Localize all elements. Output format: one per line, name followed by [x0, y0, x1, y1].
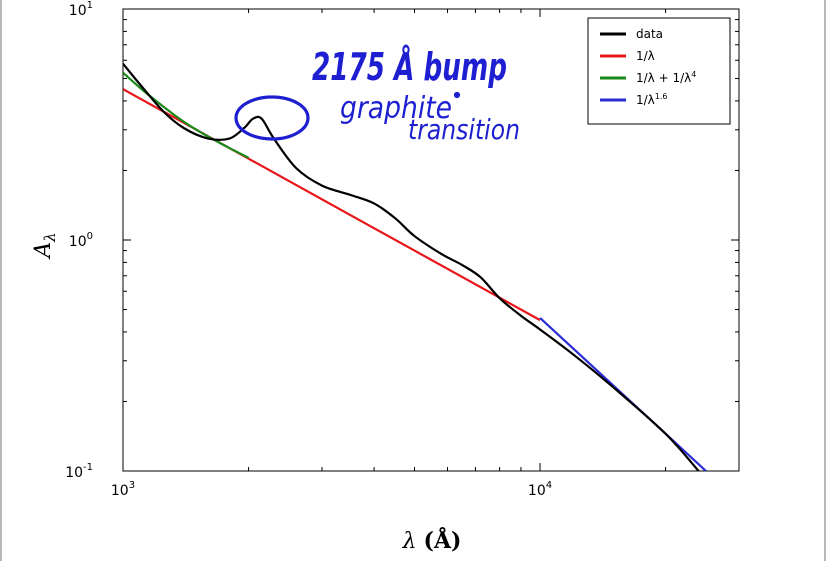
x-tick-label: 103 — [111, 480, 135, 499]
y-tick-label: 101 — [69, 0, 93, 19]
bump-circle-annotation — [234, 95, 310, 141]
frame-left-edge — [0, 0, 2, 561]
series-layer — [123, 62, 707, 471]
annotation-bump-title: 2175 Å bump — [312, 45, 507, 89]
tick-labels: 103 104 10-1 100 101 — [65, 0, 740, 499]
annotation-transition: transition — [408, 113, 520, 146]
x-axis-label: λ (Å) — [402, 527, 462, 554]
handwritten-annotations — [234, 91, 461, 141]
series-line-2 — [123, 71, 250, 159]
legend-label-3: 1/λ1.6 — [636, 92, 668, 107]
annotation-graphite: graphite — [340, 91, 452, 126]
legend-label-0: data — [636, 27, 663, 41]
svg-text:Aλ: Aλ — [31, 232, 59, 259]
series-line-0 — [123, 62, 700, 471]
ink-dot — [453, 91, 461, 99]
frame-right-edge — [824, 0, 826, 561]
y-tick-label: 10-1 — [65, 462, 93, 481]
y-tick-label: 100 — [69, 231, 93, 250]
y-axis-label-sub: λ — [41, 232, 59, 243]
legend-box — [587, 17, 731, 125]
y-axis-label: Aλ — [31, 232, 59, 259]
legend-label-2: 1/λ + 1/λ4 — [636, 70, 696, 85]
x-tick-label: 104 — [528, 480, 552, 499]
legend: data 1/λ 1/λ + 1/λ4 1/λ1.6 — [587, 17, 731, 125]
legend-label-1: 1/λ — [636, 49, 655, 63]
y-axis-label-main: A — [31, 242, 56, 260]
